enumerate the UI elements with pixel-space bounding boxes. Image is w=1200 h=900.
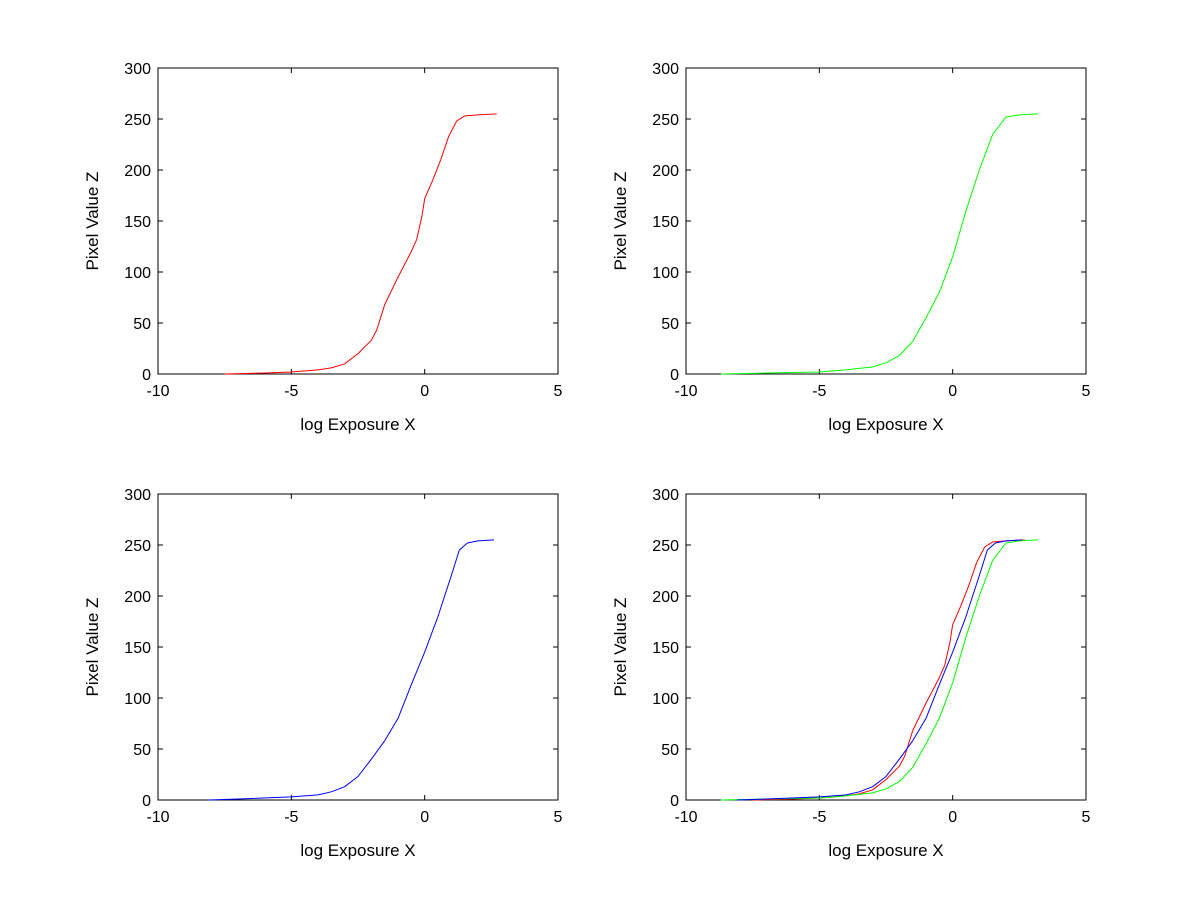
x-tick-label: -10 (674, 809, 697, 826)
y-tick-label: 250 (652, 112, 679, 129)
series-line-1 (720, 113, 1039, 375)
x-tick-label: -10 (146, 809, 169, 826)
x-tick-label: -5 (284, 809, 298, 826)
y-tick-label: 200 (652, 589, 679, 606)
x-tick-label: 5 (554, 383, 563, 400)
x-tick-label: 0 (948, 809, 957, 826)
x-tick-label: 0 (420, 809, 429, 826)
x-tick-label: -5 (284, 383, 298, 400)
y-tick-label: 0 (670, 367, 679, 384)
y-tick-label: 150 (124, 214, 151, 231)
x-tick-label: -5 (812, 809, 826, 826)
x-axis-label: log Exposure X (828, 841, 943, 860)
y-tick-label: 50 (661, 316, 679, 333)
y-tick-label: 100 (124, 691, 151, 708)
y-axis-label: Pixel Value Z (611, 172, 630, 271)
x-tick-label: 0 (420, 383, 429, 400)
y-tick-label: 0 (670, 793, 679, 810)
y-tick-label: 0 (142, 367, 151, 384)
y-tick-label: 200 (652, 163, 679, 180)
series-line-2 (720, 539, 1039, 801)
y-tick-label: 100 (652, 691, 679, 708)
y-tick-label: 200 (124, 589, 151, 606)
x-tick-label: -10 (674, 383, 697, 400)
y-tick-label: 0 (142, 793, 151, 810)
y-tick-label: 100 (652, 265, 679, 282)
series-line-3 (736, 539, 1023, 801)
x-axis-label: log Exposure X (300, 415, 415, 434)
y-axis-label: Pixel Value Z (83, 598, 102, 697)
x-axis-label: log Exposure X (300, 841, 415, 860)
x-tick-label: -10 (146, 383, 169, 400)
y-tick-label: 300 (652, 61, 679, 78)
y-axis-label: Pixel Value Z (83, 172, 102, 271)
y-tick-label: 300 (124, 487, 151, 504)
x-tick-label: 0 (948, 383, 957, 400)
x-axis-label: log Exposure X (828, 415, 943, 434)
y-tick-label: 150 (124, 640, 151, 657)
y-tick-label: 300 (124, 61, 151, 78)
x-tick-label: 5 (1082, 809, 1091, 826)
x-tick-label: -5 (812, 383, 826, 400)
series-line-1 (224, 113, 497, 375)
y-tick-label: 50 (661, 742, 679, 759)
y-tick-label: 250 (652, 538, 679, 555)
y-tick-label: 150 (652, 640, 679, 657)
series-line-1 (208, 539, 495, 801)
y-tick-label: 50 (133, 316, 151, 333)
y-tick-label: 200 (124, 163, 151, 180)
y-tick-label: 250 (124, 112, 151, 129)
x-tick-label: 5 (1082, 383, 1091, 400)
y-tick-label: 150 (652, 214, 679, 231)
y-tick-label: 50 (133, 742, 151, 759)
x-tick-label: 5 (554, 809, 563, 826)
y-tick-label: 250 (124, 538, 151, 555)
y-tick-label: 100 (124, 265, 151, 282)
y-tick-label: 300 (652, 487, 679, 504)
y-axis-label: Pixel Value Z (611, 598, 630, 697)
